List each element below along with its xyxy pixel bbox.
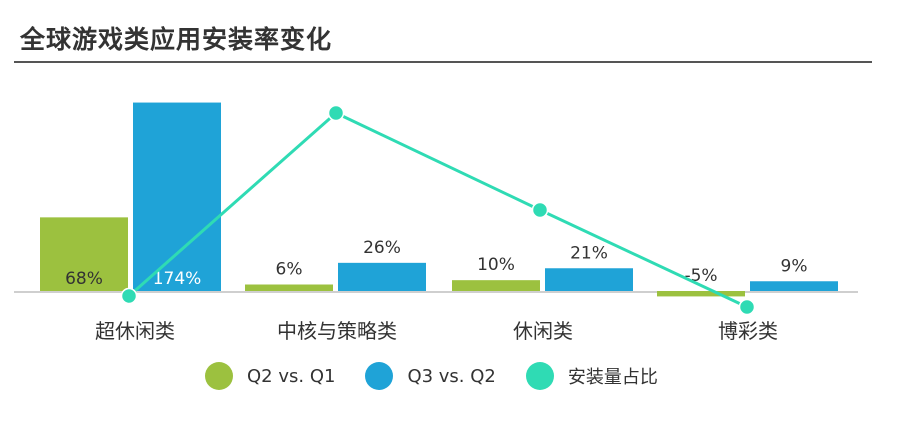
line-point-2: [531, 201, 549, 219]
bar-q3-1: [338, 262, 426, 291]
legend-swatch-q3: [365, 362, 394, 390]
bar-q2-3: [657, 291, 745, 297]
bar-q2-2: [452, 280, 540, 291]
category-label-2: 休闲类: [513, 319, 573, 343]
line-point-3: [738, 298, 756, 316]
data-label-q2-1: 6%: [276, 260, 303, 280]
bar-q3-2: [545, 268, 633, 291]
line-share: [128, 111, 748, 309]
line-point-1: [327, 104, 345, 122]
legend-item-q3: Q3 vs. Q2: [365, 362, 496, 390]
data-label-q3-1: 26%: [363, 238, 401, 258]
legend: Q2 vs. Q1 Q3 vs. Q2 安装量占比: [205, 362, 688, 390]
data-label-q3-0: 174%: [153, 269, 202, 289]
category-label-0: 超休闲类: [95, 319, 175, 343]
bar-q3-0: [133, 102, 221, 291]
legend-label-q3: Q3 vs. Q2: [407, 365, 496, 387]
line-point-0: [120, 287, 138, 305]
data-label-q2-0: 68%: [65, 269, 103, 289]
legend-label-share: 安装量占比: [567, 367, 658, 388]
bar-q3-3: [750, 281, 838, 291]
legend-item-share: 安装量占比: [525, 362, 658, 390]
bar-q2-0: [40, 217, 128, 291]
legend-swatch-share: [525, 362, 554, 390]
category-label-3: 博彩类: [718, 319, 778, 343]
legend-swatch-q2: [205, 362, 233, 390]
data-label-q3-3: 9%: [781, 256, 808, 276]
bar-q2-1: [245, 284, 333, 291]
data-label-q2-2: 10%: [477, 255, 515, 275]
legend-item-q2: Q2 vs. Q1: [205, 362, 335, 390]
legend-label-q2: Q2 vs. Q1: [247, 365, 336, 387]
title-divider: [14, 61, 872, 63]
chart-title: 全球游戏类应用安装率变化: [20, 25, 333, 54]
data-label-q3-2: 21%: [570, 243, 608, 263]
data-label-q2-3: -5%: [684, 266, 717, 286]
category-label-1: 中核与策略类: [277, 319, 397, 343]
